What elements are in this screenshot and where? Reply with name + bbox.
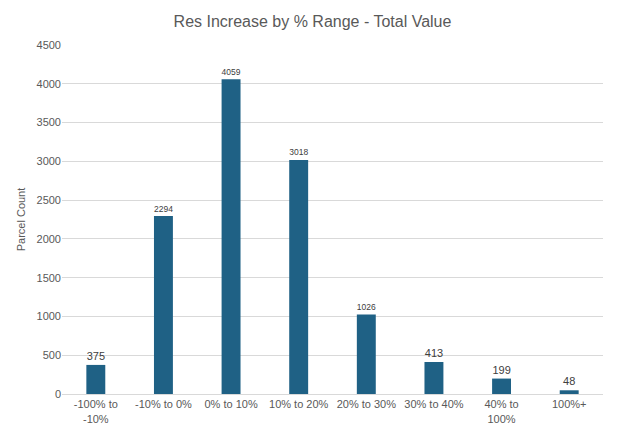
svg-text:20% to 30%: 20% to 30% [337,398,397,410]
svg-text:3500: 3500 [37,116,61,128]
svg-text:2000: 2000 [37,233,61,245]
svg-text:0: 0 [55,388,61,400]
svg-text:3000: 3000 [37,155,61,167]
svg-text:40% to100%: 40% to100% [484,398,518,424]
svg-text:48: 48 [563,375,575,387]
svg-text:3018: 3018 [289,147,308,157]
svg-text:375: 375 [87,350,105,362]
svg-text:1026: 1026 [357,302,376,312]
svg-text:1000: 1000 [37,310,61,322]
svg-text:4000: 4000 [37,78,61,90]
svg-text:1500: 1500 [37,272,61,284]
svg-text:100%+: 100%+ [552,398,587,410]
svg-text:4500: 4500 [37,39,61,51]
svg-text:0% to 10%: 0% to 10% [204,398,257,410]
svg-text:Res Increase by % Range - Tota: Res Increase by % Range - Total Value [174,13,452,30]
svg-text:10% to 20%: 10% to 20% [269,398,329,410]
svg-text:-100% to-10%: -100% to-10% [74,398,118,424]
svg-text:4059: 4059 [222,67,241,77]
svg-text:2294: 2294 [154,204,173,214]
svg-text:Parcel Count: Parcel Count [15,188,27,252]
svg-text:413: 413 [425,347,443,359]
svg-text:-10% to 0%: -10% to 0% [135,398,192,410]
svg-text:199: 199 [492,364,510,376]
svg-text:2500: 2500 [37,194,61,206]
svg-text:30% to 40%: 30% to 40% [404,398,464,410]
svg-text:500: 500 [43,349,61,361]
